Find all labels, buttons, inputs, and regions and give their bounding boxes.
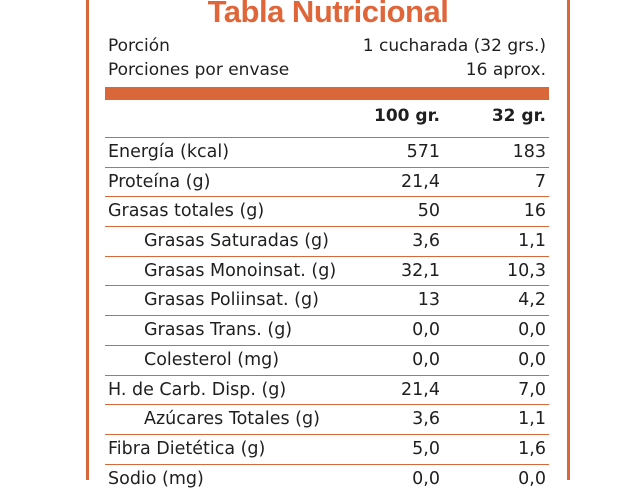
nutrient-label: Grasas Poliinsat. (g) — [144, 290, 319, 311]
table-row: Grasas Trans. (g) 0,0 0,0 — [105, 315, 549, 345]
servings-per-container-value: 16 aprox. — [465, 60, 546, 80]
nutrient-label: Sodio (mg) — [108, 468, 204, 489]
servings-per-container-row: Porciones por envase 16 aprox. — [108, 59, 546, 81]
value-per-100g: 21,4 — [401, 379, 440, 400]
value-per-serving: 7,0 — [518, 379, 546, 400]
value-per-100g: 21,4 — [401, 171, 440, 192]
nutrient-label: Grasas Saturadas (g) — [144, 231, 329, 252]
nutrient-label: Colesterol (mg) — [144, 349, 280, 370]
value-per-serving: 0,0 — [518, 468, 546, 489]
value-per-100g: 32,1 — [401, 260, 440, 281]
value-per-100g: 3,6 — [412, 231, 440, 252]
table-row: Azúcares Totales (g) 3,6 1,1 — [105, 404, 549, 434]
nutrient-label: Fibra Dietética (g) — [108, 438, 266, 459]
value-per-serving: 1,1 — [518, 231, 546, 252]
value-per-serving: 7 — [534, 171, 546, 192]
table-row: Colesterol (mg) 0,0 0,0 — [105, 344, 549, 375]
section-divider — [105, 87, 549, 100]
servings-per-container-label: Porciones por envase — [108, 60, 290, 80]
value-per-serving: 183 — [512, 142, 546, 162]
table-row: Proteína (g) 21,4 7 — [105, 166, 549, 197]
nutrition-table: Energía (kcal) 571 183 Proteína (g) 21,4 7 Gra… — [105, 137, 549, 493]
value-per-100g: 3,6 — [412, 409, 440, 430]
value-per-100g: 13 — [417, 290, 440, 311]
value-per-100g: 5,0 — [412, 438, 440, 459]
serving-size-label: Porción — [108, 36, 170, 56]
table-row: Grasas totales (g) 50 16 — [105, 196, 549, 226]
nutrient-label: Energía (kcal) — [108, 142, 230, 162]
serving-size-row: Porción 1 cucharada (32 grs.) — [108, 35, 546, 57]
value-per-100g: 0,0 — [412, 468, 440, 489]
column-header-32g: 32 gr. — [491, 106, 546, 126]
label-border-right — [567, 0, 570, 480]
table-row: Energía (kcal) 571 183 — [105, 137, 549, 167]
label-border-left — [86, 0, 89, 480]
nutrient-label: H. de Carb. Disp. (g) — [108, 379, 287, 400]
value-per-100g: 0,0 — [412, 349, 440, 370]
table-row: H. de Carb. Disp. (g) 21,4 7,0 — [105, 374, 549, 405]
nutrient-label: Grasas Trans. (g) — [144, 320, 293, 341]
value-per-serving: 4,2 — [518, 290, 546, 311]
table-row: Grasas Saturadas (g) 3,6 1,1 — [105, 226, 549, 256]
value-per-serving: 1,1 — [518, 409, 546, 430]
table-row: Grasas Monoinsat. (g) 32,1 10,3 — [105, 255, 549, 286]
nutrient-label: Azúcares Totales (g) — [144, 409, 320, 430]
column-header-100g: 100 gr. — [374, 106, 440, 126]
value-per-serving: 10,3 — [507, 260, 546, 281]
serving-size-value: 1 cucharada (32 grs.) — [362, 36, 546, 56]
nutrient-label: Grasas Monoinsat. (g) — [144, 260, 337, 281]
value-per-100g: 50 — [417, 201, 440, 222]
table-row: Fibra Dietética (g) 5,0 1,6 — [105, 433, 549, 464]
value-per-100g: 571 — [406, 142, 440, 162]
page-title: Tabla Nutricional — [207, 0, 449, 29]
value-per-serving: 1,6 — [518, 438, 546, 459]
table-row: Sodio (mg) 0,0 0,0 — [105, 463, 549, 493]
value-per-serving: 0,0 — [518, 320, 546, 341]
value-per-serving: 0,0 — [518, 349, 546, 370]
value-per-100g: 0,0 — [412, 320, 440, 341]
nutrient-label: Grasas totales (g) — [108, 201, 265, 222]
nutrient-label: Proteína (g) — [108, 171, 211, 192]
table-row: Grasas Poliinsat. (g) 13 4,2 — [105, 285, 549, 315]
value-per-serving: 16 — [523, 201, 546, 222]
